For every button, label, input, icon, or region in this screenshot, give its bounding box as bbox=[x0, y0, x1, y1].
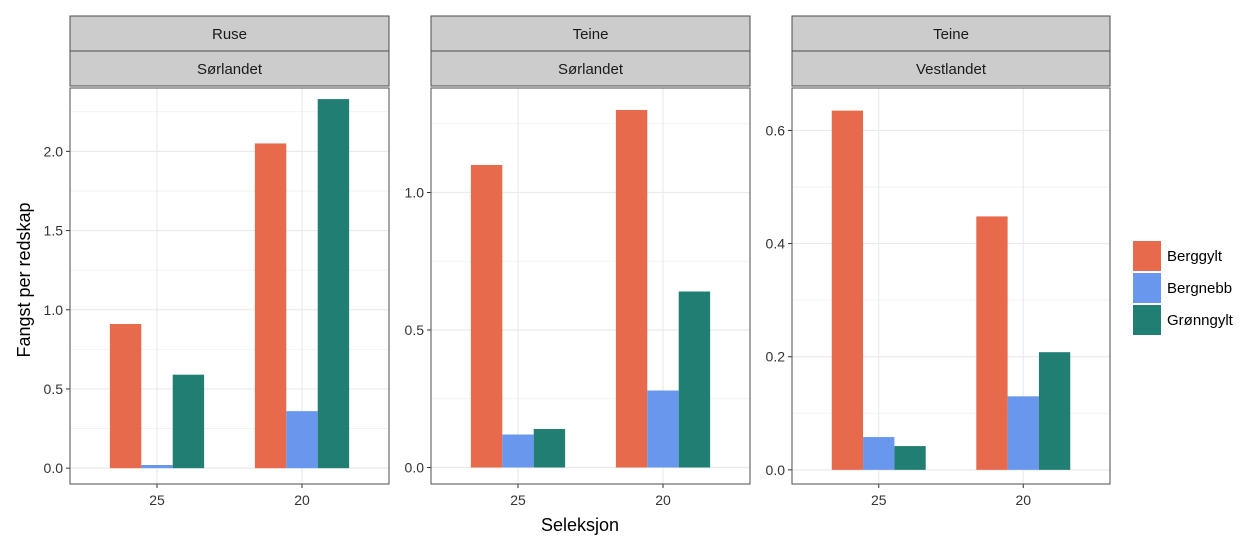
panel-border bbox=[791, 87, 1111, 485]
strip-top-bg bbox=[69, 15, 390, 52]
bar-grønngylt bbox=[894, 446, 926, 470]
y-axis-title: Fangst per redskap bbox=[14, 202, 34, 357]
x-tick-label: 25 bbox=[871, 492, 887, 508]
x-tick-label: 20 bbox=[655, 492, 671, 508]
bar-berggylt bbox=[470, 165, 503, 468]
y-tick-label: 0.0 bbox=[44, 460, 64, 476]
legend-label-bergnebb: Bergnebb bbox=[1167, 280, 1232, 297]
y-tick-label: 1.0 bbox=[44, 302, 64, 318]
bar-bergnebb bbox=[863, 437, 895, 470]
panel-border bbox=[430, 87, 751, 485]
y-tick-label: 2.0 bbox=[44, 143, 64, 159]
strip-bottom-label: Vestlandet bbox=[916, 61, 987, 78]
x-axis-title: Seleksjon bbox=[541, 515, 619, 535]
strip-bottom-bg bbox=[791, 50, 1111, 87]
strip-top-label: Teine bbox=[933, 26, 969, 43]
y-tick-label: 0.6 bbox=[766, 122, 786, 138]
legend-label-grønngylt: Grønngylt bbox=[1167, 312, 1234, 329]
x-tick-label: 20 bbox=[294, 492, 310, 508]
legend: Berggylt Bergnebb Grønngylt bbox=[1131, 239, 1234, 337]
legend-label-berggylt: Berggylt bbox=[1167, 248, 1223, 265]
y-tick-label: 0.2 bbox=[766, 349, 786, 365]
panel-3: Teine Vestlandet 0.0 0.2 0.4 0.6 25 20 bbox=[766, 15, 1111, 508]
legend-key-grønngylt bbox=[1133, 305, 1161, 335]
y-tick-label: 1.0 bbox=[405, 185, 425, 201]
bar-berggylt bbox=[976, 216, 1008, 470]
bar-berggylt bbox=[615, 110, 648, 468]
strip-top-bg bbox=[430, 15, 751, 52]
bar-bergnebb bbox=[647, 390, 679, 468]
bar-grønngylt bbox=[317, 99, 350, 469]
panel-1: Ruse Sørlandet 0.0 0.5 1.0 1.5 2.0 25 20 bbox=[44, 15, 390, 508]
y-tick-label: 0.5 bbox=[405, 322, 425, 338]
y-tick-label: 0.0 bbox=[405, 460, 425, 476]
bar-bergnebb bbox=[286, 411, 318, 469]
panel-border bbox=[69, 87, 390, 485]
bar-bergnebb bbox=[1007, 396, 1039, 470]
bar-grønngylt bbox=[172, 374, 205, 469]
bar-grønngylt bbox=[533, 429, 566, 468]
strip-bottom-label: Sørlandet bbox=[558, 61, 624, 78]
panel-2: Teine Sørlandet 0.0 0.5 1.0 25 20 bbox=[405, 15, 751, 508]
strip-top-bg bbox=[791, 15, 1111, 52]
strip-bottom-label: Sørlandet bbox=[197, 61, 263, 78]
strip-bottom-bg bbox=[69, 50, 390, 87]
legend-key-berggylt bbox=[1133, 241, 1161, 271]
chart-panels: Ruse Sørlandet 0.0 0.5 1.0 1.5 2.0 25 20 Teine Sør… bbox=[44, 15, 1111, 508]
strip-top-label: Teine bbox=[573, 26, 609, 43]
bar-berggylt bbox=[831, 110, 864, 470]
bar-grønngylt bbox=[1038, 352, 1071, 470]
y-tick-label: 1.5 bbox=[44, 223, 64, 239]
x-tick-label: 25 bbox=[510, 492, 526, 508]
bar-berggylt bbox=[109, 324, 142, 469]
bar-grønngylt bbox=[678, 291, 711, 468]
x-tick-label: 25 bbox=[149, 492, 165, 508]
bar-bergnebb bbox=[141, 464, 173, 469]
bar-bergnebb bbox=[502, 434, 534, 468]
x-tick-label: 20 bbox=[1015, 492, 1031, 508]
strip-top-label: Ruse bbox=[212, 26, 247, 43]
y-tick-label: 0.4 bbox=[766, 236, 786, 252]
y-tick-label: 0.0 bbox=[766, 462, 786, 478]
strip-bottom-bg bbox=[430, 50, 751, 87]
legend-key-bergnebb bbox=[1133, 273, 1161, 303]
bar-berggylt bbox=[254, 143, 287, 469]
y-tick-label: 0.5 bbox=[44, 381, 64, 397]
